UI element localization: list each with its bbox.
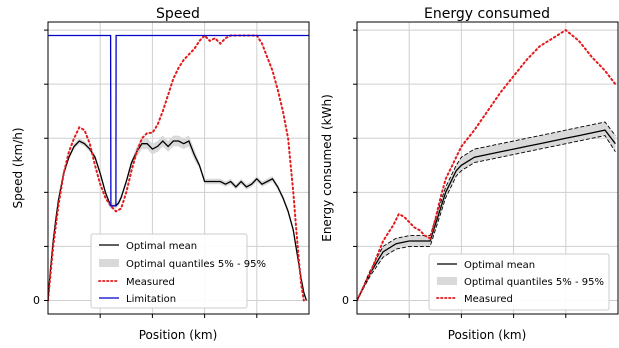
energy-ticks xyxy=(353,29,567,318)
energy-chart: Energy consumed 0 Position (km) Energy c… xyxy=(320,6,619,342)
energy-axes-frame xyxy=(356,21,619,315)
energy-y-axis-label: Energy consumed (kWh) xyxy=(320,94,334,242)
energy-series-0-high-line xyxy=(357,121,616,301)
energy-series-2-line xyxy=(357,28,617,302)
speed-legend-label-optimal-mean: Optimal mean xyxy=(126,241,197,252)
speed-series-0-line xyxy=(48,140,308,301)
speed-y-tick-0: 0 xyxy=(33,294,40,307)
energy-series-1-band xyxy=(357,122,616,301)
speed-legend-label-measured: Measured xyxy=(126,277,175,288)
speed-title: Speed xyxy=(156,6,200,22)
speed-legend: Optimal mean Optimal quantiles 5% - 95% … xyxy=(90,233,266,309)
speed-chart: Speed 0 Position (km) Speed (km/h) Optim… xyxy=(11,6,310,342)
energy-y-tick-0: 0 xyxy=(342,294,349,307)
speed-y-axis-label: Speed (km/h) xyxy=(11,127,25,208)
speed-legend-box xyxy=(90,233,248,309)
energy-x-axis-label: Position (km) xyxy=(448,328,527,342)
energy-legend-label-measured: Measured xyxy=(464,294,513,305)
speed-ticks xyxy=(44,29,258,318)
speed-legend-swatch-quantiles xyxy=(99,259,119,267)
energy-legend-box xyxy=(428,253,610,311)
speed-x-axis-label: Position (km) xyxy=(139,328,218,342)
energy-series-0-low-line xyxy=(357,135,616,301)
energy-legend-label-optimal-mean: Optimal mean xyxy=(464,260,535,271)
energy-series-0-line xyxy=(357,129,616,301)
energy-legend: Optimal mean Optimal quantiles 5% - 95% … xyxy=(428,253,610,311)
speed-plot-area xyxy=(48,34,309,302)
speed-series-2-line xyxy=(48,34,305,302)
energy-title: Energy consumed xyxy=(424,6,550,22)
energy-plot-area xyxy=(357,28,617,302)
speed-axes-frame xyxy=(47,21,310,315)
speed-legend-label-quantiles: Optimal quantiles 5% - 95% xyxy=(126,259,266,270)
energy-legend-swatch-quantiles xyxy=(437,277,457,285)
speed-series-3-line xyxy=(48,34,309,207)
speed-legend-label-limitation: Limitation xyxy=(126,294,176,305)
energy-legend-label-quantiles: Optimal quantiles 5% - 95% xyxy=(464,277,604,288)
